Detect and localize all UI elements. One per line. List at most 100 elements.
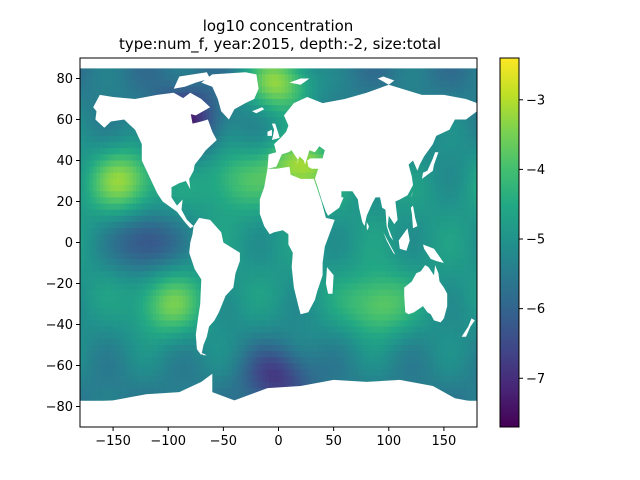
- heatmap-cell: [347, 234, 352, 241]
- heatmap-cell: [89, 117, 94, 124]
- heatmap-cell: [470, 258, 475, 266]
- heatmap-cell: [268, 320, 273, 327]
- heatmap-cell: [245, 154, 250, 161]
- heatmap-cell: [228, 228, 233, 235]
- heatmap-cell: [248, 178, 253, 186]
- heatmap-cell: [258, 111, 263, 118]
- heatmap-cell: [238, 222, 243, 229]
- heatmap-cell: [152, 271, 157, 278]
- heatmap-cell: [106, 92, 111, 100]
- heatmap-cell: [185, 197, 190, 204]
- heatmap-cell: [361, 246, 365, 254]
- heatmap-cell: [252, 160, 256, 168]
- heatmap-cell: [328, 86, 332, 94]
- heatmap-cell: [344, 92, 349, 100]
- heatmap-cell: [387, 277, 392, 284]
- heatmap-cell: [93, 258, 97, 266]
- heatmap-cell: [89, 215, 94, 223]
- heatmap-cell: [179, 295, 183, 303]
- heatmap-cell: [400, 277, 405, 284]
- heatmap-cell: [351, 209, 355, 217]
- heatmap-cell: [126, 308, 131, 315]
- heatmap-cell: [185, 265, 190, 272]
- heatmap-cell: [397, 197, 402, 204]
- heatmap-cell: [142, 277, 147, 284]
- heatmap-cell: [149, 191, 154, 198]
- heatmap-cell: [212, 154, 217, 161]
- heatmap-cell: [212, 92, 217, 100]
- heatmap-cell: [195, 277, 200, 284]
- heatmap-cell: [285, 314, 289, 321]
- heatmap-cell: [209, 166, 213, 174]
- heatmap-cell: [83, 80, 88, 88]
- heatmap-cell: [463, 123, 468, 131]
- heatmap-cell: [338, 215, 342, 223]
- heatmap-cell: [443, 215, 448, 223]
- heatmap-cell: [86, 172, 91, 180]
- heatmap-cell: [212, 185, 217, 192]
- heatmap-cell: [142, 222, 147, 229]
- heatmap-cell: [175, 185, 180, 192]
- heatmap-cell: [152, 277, 157, 284]
- heatmap-cell: [338, 86, 342, 94]
- heatmap-cell: [96, 277, 101, 284]
- heatmap-cell: [132, 154, 137, 161]
- heatmap-cell: [83, 68, 88, 75]
- heatmap-cell: [182, 234, 187, 241]
- heatmap-cell: [457, 148, 461, 155]
- heatmap-cell: [123, 258, 127, 266]
- heatmap-cell: [80, 295, 84, 303]
- heatmap-cell: [420, 203, 425, 211]
- heatmap-cell: [116, 283, 121, 291]
- heatmap-cell: [109, 185, 114, 192]
- heatmap-cell: [397, 265, 402, 272]
- heatmap-cell: [86, 111, 91, 118]
- heatmap-cell: [89, 320, 94, 327]
- heatmap-cell: [331, 246, 336, 254]
- heatmap-cell: [99, 142, 104, 149]
- heatmap-cell: [129, 123, 134, 131]
- heatmap-cell: [228, 178, 233, 186]
- heatmap-cell: [126, 222, 131, 229]
- heatmap-cell: [447, 234, 451, 241]
- heatmap-cell: [152, 240, 157, 247]
- heatmap-cell: [242, 240, 246, 247]
- heatmap-cell: [344, 314, 349, 321]
- heatmap-cell: [424, 209, 428, 217]
- heatmap-cell: [106, 301, 111, 309]
- heatmap-cell: [129, 258, 134, 266]
- heatmap-cell: [427, 154, 432, 161]
- heatmap-cell: [248, 160, 253, 168]
- heatmap-cell: [242, 105, 246, 112]
- heatmap-cell: [341, 314, 346, 321]
- heatmap-cell: [179, 191, 183, 198]
- heatmap-cell: [248, 172, 253, 180]
- heatmap-cell: [218, 135, 223, 143]
- heatmap-cell: [86, 160, 91, 168]
- heatmap-cell: [166, 289, 170, 297]
- heatmap-cell: [222, 160, 226, 168]
- heatmap-cell: [96, 185, 101, 192]
- heatmap-cell: [136, 308, 140, 315]
- heatmap-cell: [334, 265, 339, 272]
- heatmap-cell: [457, 240, 461, 247]
- heatmap-cell: [331, 86, 336, 94]
- heatmap-cell: [215, 129, 220, 137]
- heatmap-cell: [83, 234, 88, 241]
- heatmap-cell: [473, 154, 477, 161]
- heatmap-cell: [460, 166, 465, 174]
- heatmap-cell: [463, 191, 468, 198]
- heatmap-cell: [109, 142, 114, 149]
- heatmap-cell: [238, 142, 243, 149]
- heatmap-cell: [126, 314, 131, 321]
- heatmap-cell: [93, 160, 97, 168]
- heatmap-cell: [119, 123, 124, 131]
- heatmap-cell: [374, 80, 379, 88]
- heatmap-cell: [457, 197, 461, 204]
- heatmap-cell: [417, 172, 422, 180]
- heatmap-cell: [407, 265, 412, 272]
- heatmap-cell: [285, 277, 289, 284]
- heatmap-cell: [123, 301, 127, 309]
- heatmap-cell: [116, 271, 121, 278]
- heatmap-cell: [159, 277, 164, 284]
